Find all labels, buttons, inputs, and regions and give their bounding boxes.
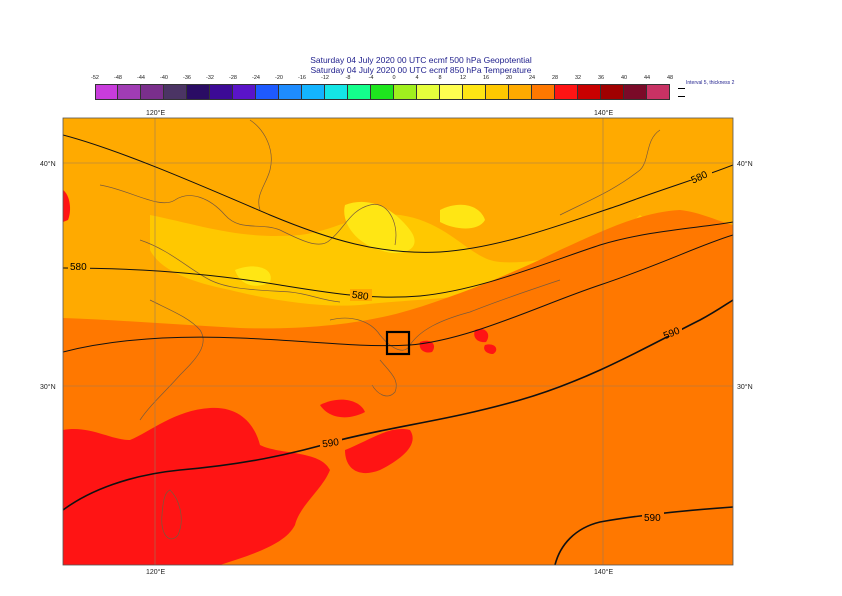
legend-tick-label: 32: [574, 75, 582, 81]
legend-tick-label: -48: [114, 75, 122, 81]
legend-color-cell: [624, 84, 647, 100]
lon-label-bottom: 120°E: [146, 568, 165, 576]
lon-label-bottom: 140°E: [594, 568, 613, 576]
lat-label-left: 40°N: [40, 160, 56, 168]
legend-color-cell: [463, 84, 486, 100]
field-cool-patch-1: [344, 201, 415, 254]
field-hottest-east-2: [320, 399, 365, 418]
legend-tick-label: -36: [183, 75, 191, 81]
legend-tick-label: 40: [620, 75, 628, 81]
legend-color-cell: [187, 84, 210, 100]
contour-580-north: [63, 134, 733, 253]
legend-tick-label: 16: [482, 75, 490, 81]
map-frame: [62, 117, 734, 566]
legend-tick-label: -28: [229, 75, 237, 81]
legend-tick-label: 36: [597, 75, 605, 81]
field-hottest-north-3: [484, 344, 497, 354]
lat-label-left: 30°N: [40, 383, 56, 391]
legend-color-cell: [118, 84, 141, 100]
field-hottest-west: [63, 190, 71, 222]
legend-color-cell: [164, 84, 187, 100]
legend-color-cell: [486, 84, 509, 100]
field-hottest-east-1: [345, 429, 413, 474]
legend-color-cell: [279, 84, 302, 100]
legend-color-cell: [95, 84, 118, 100]
legend-tick-label: 44: [643, 75, 651, 81]
legend-color-cell: [394, 84, 417, 100]
temperature-field: [63, 118, 733, 565]
legend-tick-label: -4: [368, 75, 374, 81]
axis-labels: 120°E 140°E 120°E 140°E 40°N 30°N 40°N 3…: [40, 109, 753, 576]
field-cool-patch-3: [235, 266, 271, 286]
legend-tick-label: -24: [252, 75, 260, 81]
field-cool-patch-2: [440, 204, 485, 229]
legend-tick-label: -12: [321, 75, 329, 81]
legend-color-cell: [601, 84, 624, 100]
contour-labels: 580 580 580 590 590 590: [68, 168, 712, 524]
legend-tick-label: -8: [345, 75, 351, 81]
chart-title-geopotential: Saturday 04 July 2020 00 UTC ecmf 500 hP…: [310, 55, 532, 65]
lat-label-right: 40°N: [737, 160, 753, 168]
legend-color-cell: [141, 84, 164, 100]
graticule: [63, 118, 733, 565]
contour-590-southeast: [554, 506, 733, 565]
contour-label: 580: [70, 262, 87, 273]
contour-label: 590: [322, 437, 340, 450]
contour-label: 590: [644, 513, 661, 524]
contour-label: 580: [351, 290, 369, 303]
legend-color-cell: [555, 84, 578, 100]
legend-tick-label: 48: [666, 75, 674, 81]
legend-tick-label: 28: [551, 75, 559, 81]
chart-title-temperature: Saturday 04 July 2020 00 UTC ecmf 850 hP…: [310, 65, 532, 75]
lat-label-right: 30°N: [737, 383, 753, 391]
legend-tick-label: 4: [415, 75, 419, 81]
legend-tick-label: 24: [528, 75, 536, 81]
legend-color-cell: [440, 84, 463, 100]
legend-tick-label: -32: [206, 75, 214, 81]
legend-line-sample-1: [678, 88, 685, 89]
legend-interval-note: Interval 5, thickness 2: [686, 80, 735, 86]
legend-color-cell: [578, 84, 601, 100]
legend-tick-label: -40: [160, 75, 168, 81]
legend-color-cell: [233, 84, 256, 100]
square-station-marker: [385, 330, 411, 356]
contour-580-middle: [63, 221, 733, 298]
legend-color-cell: [348, 84, 371, 100]
contour-590-main: [63, 299, 733, 511]
legend-tick-label: -20: [275, 75, 283, 81]
legend-color-cell: [256, 84, 279, 100]
legend-color-cell: [509, 84, 532, 100]
legend-tick-label: 20: [505, 75, 513, 81]
lon-label-top: 120°E: [146, 109, 165, 117]
legend-tick-label: 8: [438, 75, 442, 81]
legend-tick-label: -16: [298, 75, 306, 81]
legend-tick-label: -52: [91, 75, 99, 81]
legend-tick-label: 12: [459, 75, 467, 81]
legend-tick-label: 0: [392, 75, 396, 81]
legend-color-cell: [302, 84, 325, 100]
coastlines: [99, 119, 661, 540]
lon-label-top: 140°E: [594, 109, 613, 117]
legend-color-cell: [325, 84, 348, 100]
legend-frame: [95, 84, 670, 100]
legend-color-cell: [371, 84, 394, 100]
field-hottest-south: [63, 407, 330, 565]
legend-color-cell: [417, 84, 440, 100]
field-hottest-north-2: [474, 328, 489, 343]
legend-color-cell: [532, 84, 555, 100]
legend-color-cell: [210, 84, 233, 100]
legend-line-sample-2: [678, 96, 685, 97]
legend-tick-label: -44: [137, 75, 145, 81]
